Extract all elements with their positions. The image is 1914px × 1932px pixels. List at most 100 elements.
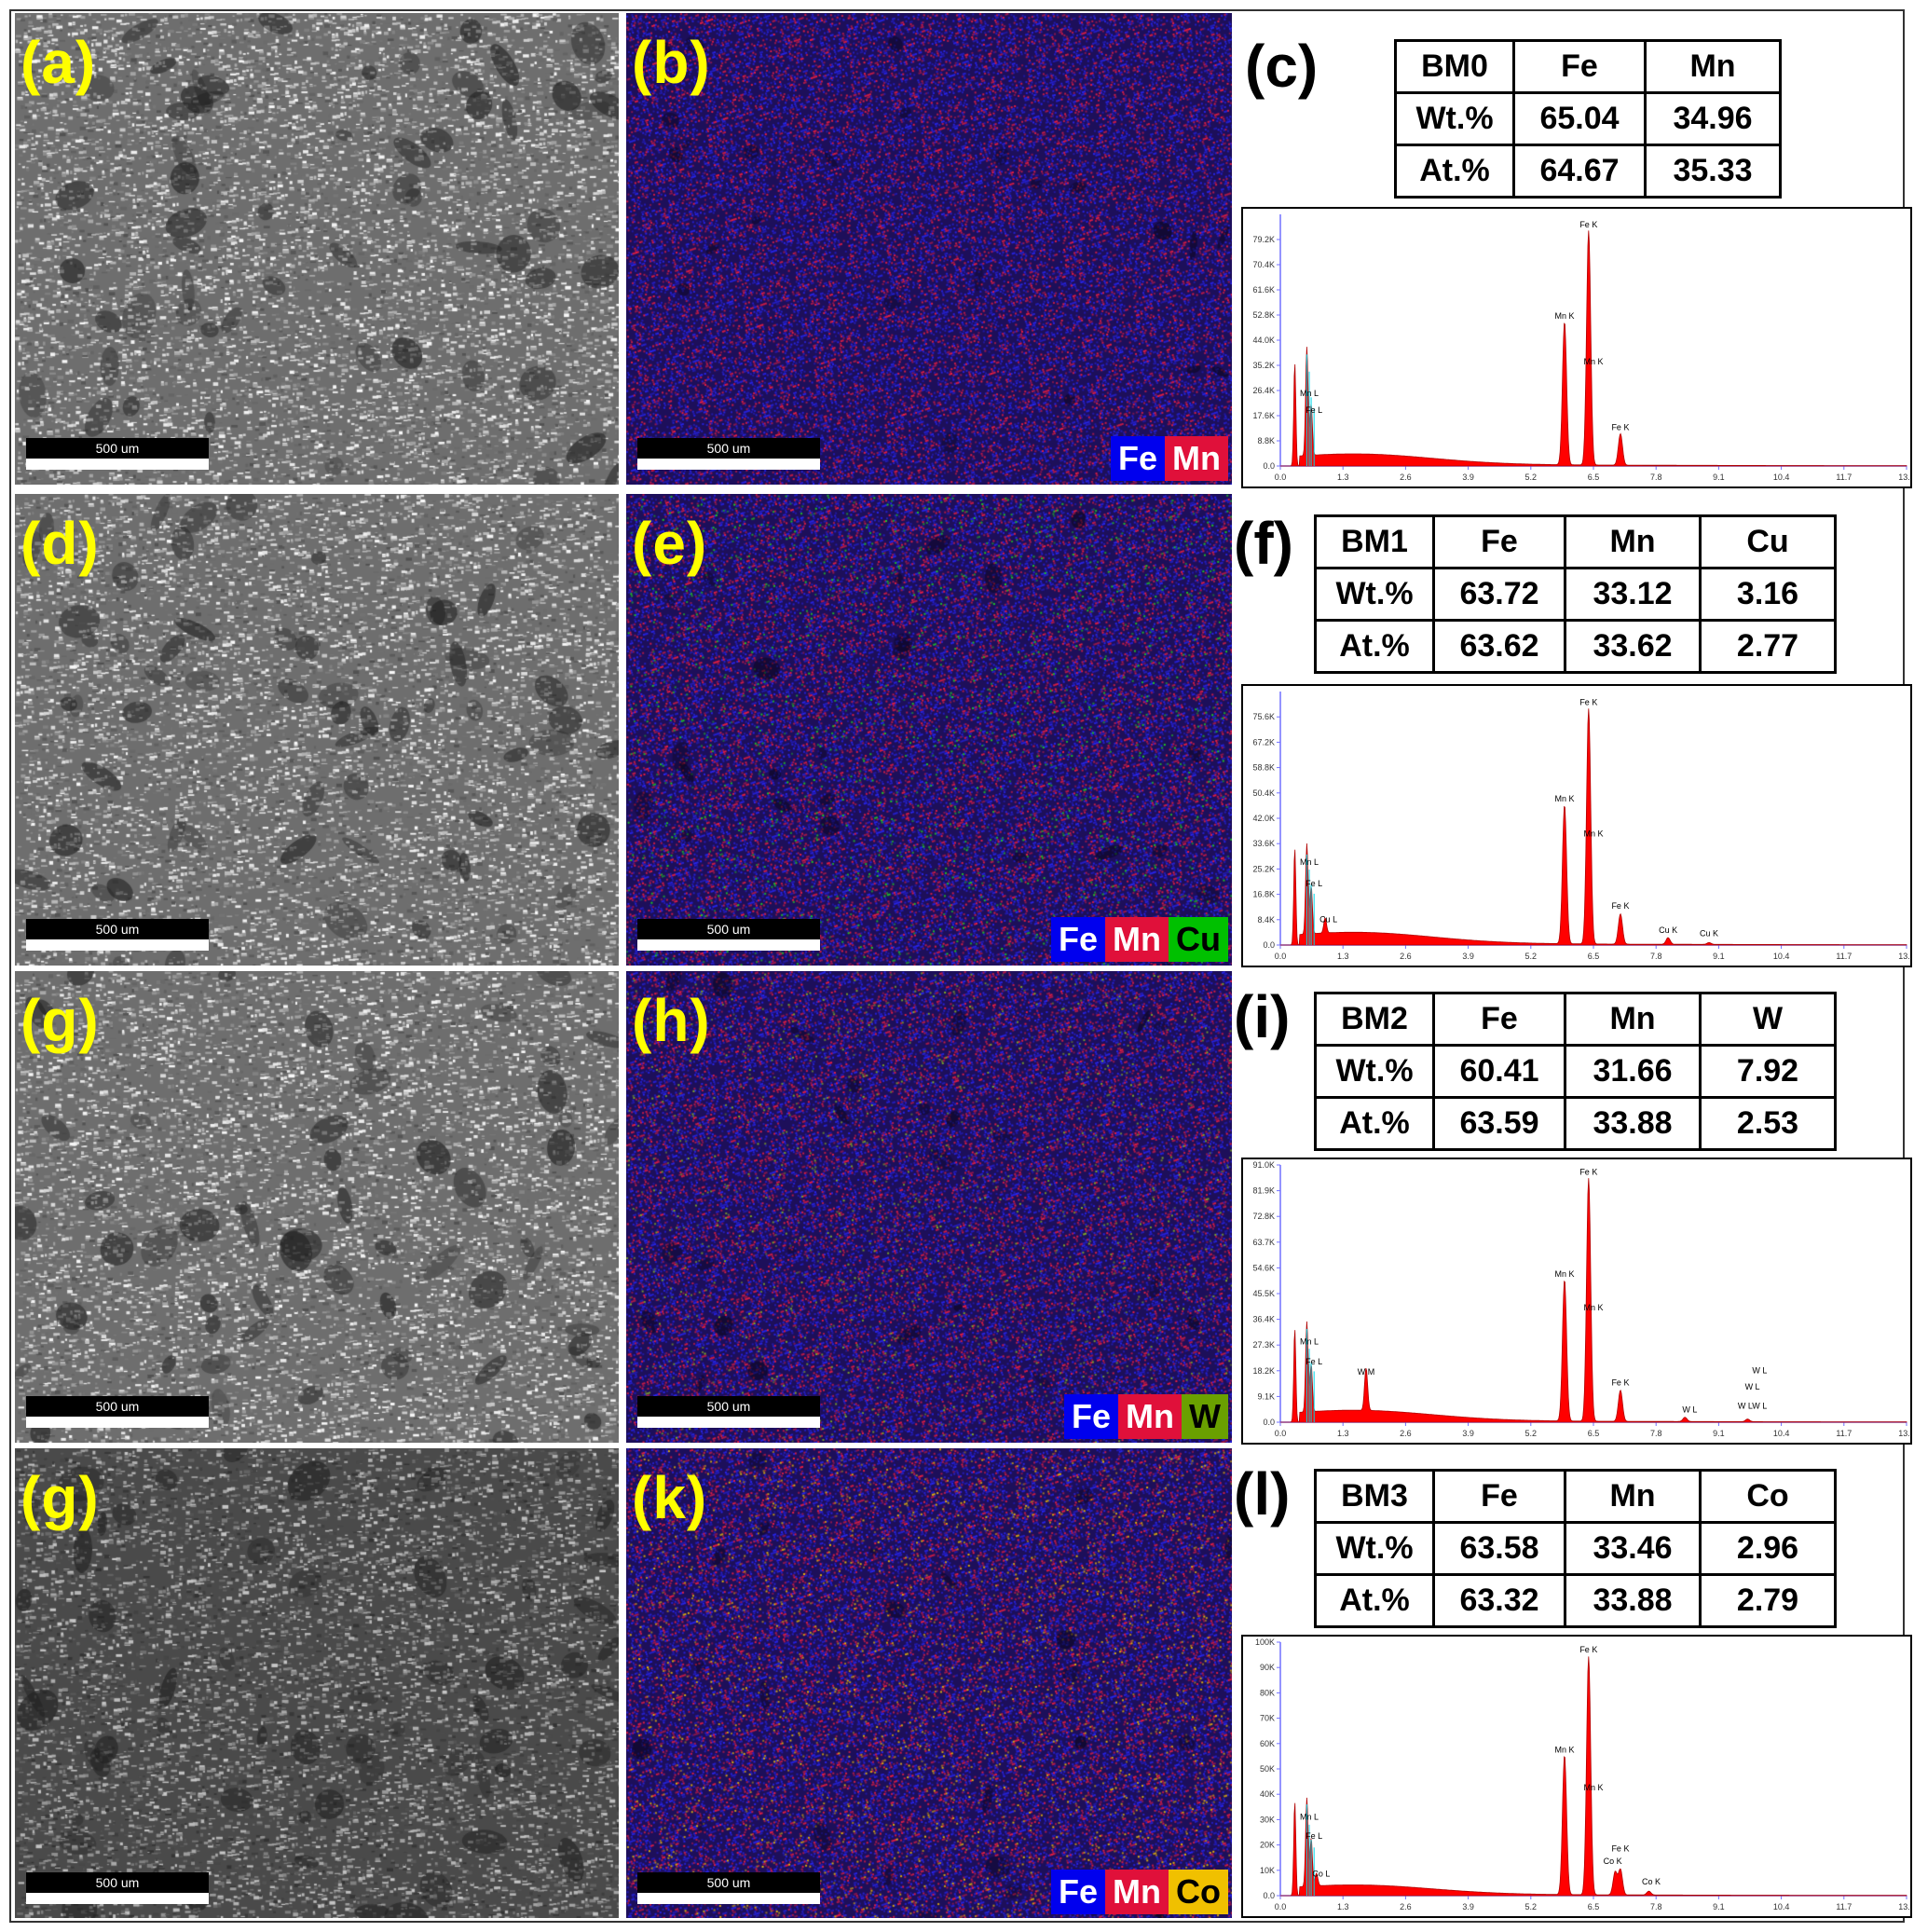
sem-image-d: (d) 500 um xyxy=(15,494,619,966)
peak-label: Fe K xyxy=(1579,1168,1597,1177)
legend-fe: Fe xyxy=(1111,436,1166,481)
panel-label-f: (f) xyxy=(1234,510,1293,577)
table-cell: 63.72 xyxy=(1432,567,1566,622)
y-tick-label: 36.4K xyxy=(1252,1315,1275,1324)
y-tick-label: 52.8K xyxy=(1252,310,1275,320)
eds-texture xyxy=(626,13,1232,485)
y-tick-label: 100K xyxy=(1255,1637,1275,1647)
table-cell: Wt.% xyxy=(1314,567,1435,622)
sem-texture xyxy=(15,971,619,1443)
peak-label: W L xyxy=(1752,1366,1767,1376)
panel-label-j: (g) xyxy=(21,1464,100,1531)
eds-map-h: (h) 500 um Fe Mn W xyxy=(626,971,1232,1443)
y-tick-label: 75.6K xyxy=(1252,712,1275,721)
x-tick-label: 2.6 xyxy=(1400,473,1412,482)
y-tick-label: 0.0 xyxy=(1263,461,1275,471)
table-cell: BM0 xyxy=(1394,39,1515,94)
table-cell: Fe xyxy=(1512,39,1647,94)
y-tick-label: 0.0 xyxy=(1263,1418,1275,1427)
peak-label: Fe K xyxy=(1579,220,1597,229)
x-tick-label: 5.2 xyxy=(1525,1429,1538,1438)
table-row: Wt.% 65.04 34.96 xyxy=(1394,91,1782,146)
y-tick-label: 18.2K xyxy=(1252,1366,1275,1376)
table-row: Wt.% 63.72 33.12 3.16 xyxy=(1314,567,1837,622)
peak-label: Fe K xyxy=(1579,1645,1597,1654)
y-tick-label: 27.3K xyxy=(1252,1340,1275,1350)
legend-fe: Fe xyxy=(1051,917,1106,962)
y-tick-label: 10K xyxy=(1260,1866,1275,1875)
y-tick-label: 30K xyxy=(1260,1815,1275,1824)
peak-label: Co K xyxy=(1642,1877,1661,1886)
peak-label: Mn L xyxy=(1300,1337,1319,1347)
table-cell: Co xyxy=(1699,1469,1837,1524)
panel-label-h: (h) xyxy=(632,987,711,1054)
y-tick-label: 72.8K xyxy=(1252,1212,1275,1221)
table-cell: 33.62 xyxy=(1564,619,1702,674)
y-tick-label: 8.8K xyxy=(1257,436,1275,445)
peak-label: Mn L xyxy=(1300,389,1319,398)
spectrum-svg: 0.0 8.4K 16.8K 25.2K 33.6K 42.0K 50.4K 58.8K 67.… xyxy=(1252,692,1910,961)
sem-texture xyxy=(15,1448,619,1918)
y-tick-label: 50.4K xyxy=(1252,788,1275,798)
x-tick-label: 10.4 xyxy=(1773,1902,1790,1911)
y-tick-label: 61.6K xyxy=(1252,285,1275,295)
table-header-row: BM3 Fe Mn Co xyxy=(1314,1469,1837,1524)
x-tick-label: 6.5 xyxy=(1588,1429,1600,1438)
eds-texture xyxy=(626,494,1232,966)
x-tick-label: 1.3 xyxy=(1337,1429,1349,1438)
spectrum-svg: 0.0 10K 20K 30K 40K 50K 60K 70K 80K 90K 100K 0.0 1.3… xyxy=(1255,1637,1910,1911)
y-tick-label: 79.2K xyxy=(1252,235,1275,244)
table-cell: Fe xyxy=(1432,514,1566,569)
y-tick-label: 26.4K xyxy=(1252,386,1275,395)
sem-image-a: (a) 500 um xyxy=(15,13,619,485)
scale-bar: 500 um xyxy=(637,1872,820,1908)
table-cell: W xyxy=(1699,992,1837,1047)
x-tick-label: 10.4 xyxy=(1773,1429,1790,1438)
peak-label: Mn K xyxy=(1554,1269,1574,1279)
legend-fe: Fe xyxy=(1064,1394,1119,1439)
table-cell: 34.96 xyxy=(1644,91,1782,146)
y-tick-label: 58.8K xyxy=(1252,763,1275,773)
table-cell: 2.77 xyxy=(1699,619,1837,674)
legend-co: Co xyxy=(1169,1870,1228,1914)
panel-label-d: (d) xyxy=(21,510,100,577)
x-tick-label: 1.3 xyxy=(1337,473,1349,482)
table-cell: Wt.% xyxy=(1394,91,1515,146)
table-cell: BM2 xyxy=(1314,992,1435,1047)
scale-bar: 500 um xyxy=(26,1396,209,1432)
table-cell: 33.12 xyxy=(1564,567,1702,622)
scale-bar: 500 um xyxy=(26,438,209,473)
x-tick-label: 7.8 xyxy=(1650,1429,1662,1438)
table-row: At.% 64.67 35.33 xyxy=(1394,144,1782,199)
y-tick-label: 20K xyxy=(1260,1841,1275,1850)
x-tick-label: 6.5 xyxy=(1588,1902,1600,1911)
spectrum-area xyxy=(1280,1656,1907,1897)
x-tick-label: 0.0 xyxy=(1275,952,1287,961)
y-tick-label: 80K xyxy=(1260,1688,1275,1697)
peak-label: Fe K xyxy=(1611,423,1629,432)
table-row: Wt.% 60.41 31.66 7.92 xyxy=(1314,1044,1837,1099)
legend-mn: Mn xyxy=(1105,917,1169,962)
peak-label: Mn L xyxy=(1300,857,1319,867)
eds-map-k: (k) 500 um Fe Mn Co xyxy=(626,1448,1232,1918)
composition-panel-f: (f) BM1 Fe Mn Cu Wt.% 63.72 33.12 3.16 At.% 63.… xyxy=(1234,494,1912,969)
table-header-row: BM2 Fe Mn W xyxy=(1314,992,1837,1047)
x-tick-label: 9.1 xyxy=(1713,1902,1725,1911)
peak-label: Cu K xyxy=(1659,925,1677,935)
peak-label: Mn K xyxy=(1554,1745,1574,1754)
peak-label: Mn K xyxy=(1583,1303,1603,1312)
y-tick-label: 50K xyxy=(1260,1764,1275,1774)
element-legend: Fe Mn Cu xyxy=(1051,917,1228,962)
table-cell: 31.66 xyxy=(1564,1044,1702,1099)
table-cell: 33.46 xyxy=(1564,1521,1702,1576)
y-tick-label: 67.2K xyxy=(1252,737,1275,747)
table-cell: 64.67 xyxy=(1512,144,1647,199)
y-tick-label: 25.2K xyxy=(1252,864,1275,873)
x-tick-label: 5.2 xyxy=(1525,473,1538,482)
panel-label-l: (l) xyxy=(1234,1460,1291,1528)
eds-map-e: (e) 500 um Fe Mn Cu xyxy=(626,494,1232,966)
x-tick-label: 5.2 xyxy=(1525,1902,1538,1911)
peak-label: Mn K xyxy=(1554,794,1574,803)
table-cell: At.% xyxy=(1314,1573,1435,1628)
table-cell: Mn xyxy=(1564,514,1702,569)
